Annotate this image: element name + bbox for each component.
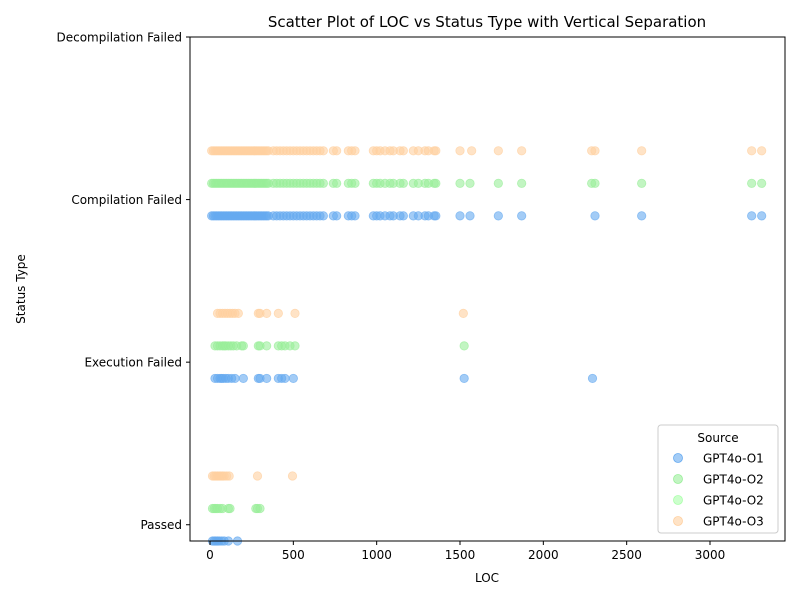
data-point <box>590 146 600 156</box>
data-point <box>431 178 441 188</box>
y-axis: Passed Execution Failed Compilation Failed… <box>56 31 190 532</box>
data-point <box>637 146 647 156</box>
data-point <box>350 178 360 188</box>
legend-entries: GPT4o-O1 GPT4o-O2 GPT4o-O2 GPT4o-O3 <box>673 452 764 529</box>
data-point <box>398 178 408 188</box>
series-1 <box>207 211 767 546</box>
y-tick-label: Compilation Failed <box>71 193 182 207</box>
legend-title: Source <box>697 431 738 445</box>
data-point <box>458 308 468 318</box>
legend-box <box>657 424 779 534</box>
data-point <box>455 178 465 188</box>
data-point <box>332 211 342 221</box>
data-point <box>255 503 265 514</box>
data-point <box>262 308 272 318</box>
data-point <box>465 211 475 221</box>
data-point <box>637 178 647 188</box>
data-point <box>233 308 243 318</box>
y-axis-label: Status Type <box>14 254 28 324</box>
data-point <box>431 146 441 156</box>
data-point <box>637 211 647 221</box>
y-tick-label: Decompilation Failed <box>56 31 182 45</box>
data-point <box>287 471 298 481</box>
data-point <box>587 373 598 384</box>
data-point <box>262 373 272 384</box>
data-point <box>238 373 248 384</box>
data-point <box>757 178 767 188</box>
data-point <box>493 146 503 156</box>
data-point <box>318 211 328 221</box>
legend-label: GPT4o-O2 <box>703 494 764 508</box>
x-tick-label: 2500 <box>611 548 642 562</box>
legend-marker <box>673 495 683 505</box>
plot-area-frame <box>189 36 786 542</box>
data-point <box>493 211 503 221</box>
data-point <box>350 211 360 221</box>
data-point <box>238 341 248 351</box>
data-point <box>288 373 298 384</box>
data-point <box>318 146 328 156</box>
data-point <box>747 211 757 221</box>
data-point <box>493 178 503 188</box>
data-point <box>757 211 767 221</box>
data-point <box>459 341 469 351</box>
data-point <box>467 146 477 156</box>
legend-marker <box>673 453 683 463</box>
legend: Source GPT4o-O1 GPT4o-O2 GPT4o-O2 GPT4o-O3 <box>657 424 779 534</box>
data-point <box>747 146 757 156</box>
x-axis: 0 500 1000 1500 2000 2500 3000 <box>206 541 725 562</box>
data-point <box>431 211 441 221</box>
x-tick-label: 1500 <box>445 548 476 562</box>
x-tick-label: 500 <box>282 548 305 562</box>
data-point <box>517 211 527 221</box>
data-point <box>517 178 527 188</box>
points-layer <box>207 146 767 546</box>
y-tick-label: Execution Failed <box>84 356 182 370</box>
data-point <box>332 146 342 156</box>
data-point <box>350 146 360 156</box>
data-point <box>455 146 465 156</box>
legend-label: GPT4o-O2 <box>703 473 764 487</box>
legend-marker <box>673 474 683 484</box>
data-point <box>590 211 600 221</box>
data-point <box>290 341 300 351</box>
series-4 <box>207 146 767 481</box>
data-point <box>262 341 272 351</box>
data-point <box>230 373 240 384</box>
data-point <box>224 471 234 481</box>
legend-marker <box>673 516 683 526</box>
data-point <box>280 373 290 384</box>
data-point <box>398 146 408 156</box>
chart-title: Scatter Plot of LOC vs Status Type with … <box>268 13 706 31</box>
data-point <box>318 178 328 188</box>
data-point <box>465 178 475 188</box>
data-point <box>273 308 283 318</box>
x-tick-label: 1000 <box>361 548 392 562</box>
data-point <box>459 373 469 384</box>
x-tick-label: 0 <box>206 548 214 562</box>
data-point <box>225 503 235 514</box>
data-point <box>252 471 263 481</box>
data-point <box>290 308 300 318</box>
data-point <box>332 178 342 188</box>
x-tick-label: 2000 <box>528 548 559 562</box>
y-tick-label: Passed <box>140 518 182 532</box>
data-point <box>517 146 527 156</box>
x-tick-label: 3000 <box>695 548 726 562</box>
data-point <box>455 211 465 221</box>
data-point <box>757 146 767 156</box>
legend-label: GPT4o-O3 <box>703 515 764 529</box>
x-axis-label: LOC <box>475 571 499 585</box>
legend-label: GPT4o-O1 <box>703 452 764 466</box>
series-2 <box>207 178 767 514</box>
data-point <box>747 178 757 188</box>
data-point <box>590 178 600 188</box>
data-point <box>398 211 408 221</box>
